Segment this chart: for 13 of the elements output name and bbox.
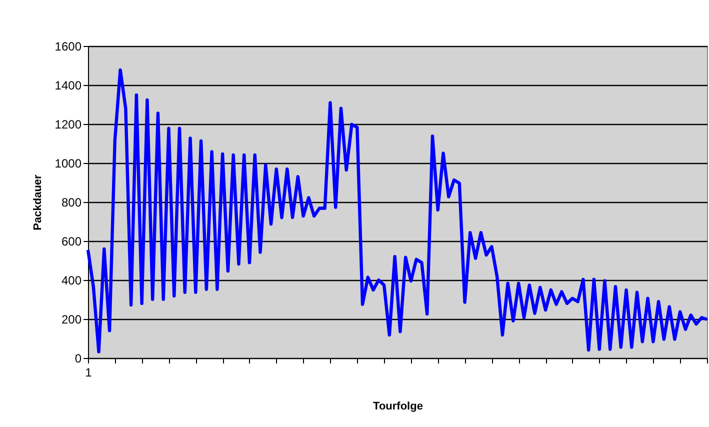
y-tick-label: 1000 bbox=[54, 156, 82, 170]
y-tick-label: 200 bbox=[61, 312, 82, 326]
y-tick-label: 0 bbox=[74, 352, 82, 366]
y-tick-label: 1600 bbox=[54, 40, 82, 54]
y-tick-label: 600 bbox=[61, 234, 82, 248]
y-tick-label: 400 bbox=[61, 274, 82, 288]
y-axis-title: Packdauer bbox=[32, 174, 44, 230]
y-tick-label: 1200 bbox=[54, 118, 82, 132]
x-tick-label: 1 bbox=[85, 366, 92, 380]
y-tick-label: 800 bbox=[61, 196, 82, 210]
y-tick-label: 1400 bbox=[54, 78, 82, 92]
line-series bbox=[86, 68, 709, 354]
x-axis-title: Tourfolge bbox=[373, 400, 423, 412]
